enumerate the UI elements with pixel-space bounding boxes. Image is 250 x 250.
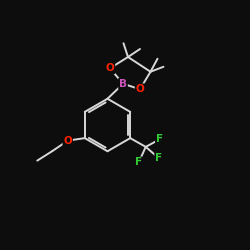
Text: F: F <box>155 153 162 163</box>
Text: O: O <box>64 136 72 145</box>
Text: O: O <box>136 84 144 94</box>
Text: O: O <box>106 63 114 73</box>
Text: B: B <box>119 79 127 89</box>
Text: F: F <box>156 134 163 144</box>
Text: F: F <box>135 158 142 168</box>
